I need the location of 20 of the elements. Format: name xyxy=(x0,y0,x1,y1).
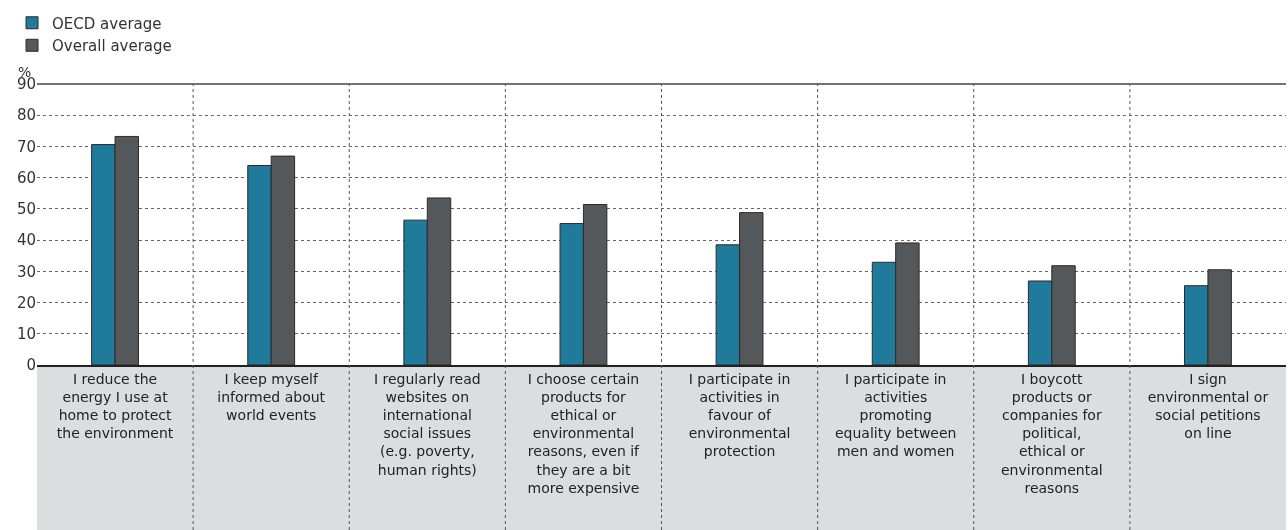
y-tick-label: 70 xyxy=(16,137,36,156)
x-tick-label: I choose certain products for ethical or environmental reasons, even if they are a bit more expensive xyxy=(527,370,641,496)
x-tick-label: I reduce the energy I use at home to protect the environment xyxy=(56,370,174,442)
y-tick-label: 10 xyxy=(16,325,36,344)
y-tick-label: 20 xyxy=(16,293,36,312)
x-tick-label: I regularly read websites on international social issues (e.g. poverty, human rights) xyxy=(373,370,481,478)
x-tick-label: I boycott products or companies for political, ethical or environmental reasons xyxy=(1000,370,1103,496)
y-tick-label: 30 xyxy=(16,262,36,281)
x-tick-label: I keep myself informed about world events xyxy=(217,370,326,423)
y-tick-label: 40 xyxy=(16,231,36,250)
y-axis-title: % xyxy=(18,64,32,80)
y-tick-label: 60 xyxy=(16,168,36,187)
x-tick-label: I sign environmental or social petitions on line xyxy=(1147,370,1269,442)
x-tick-label: I participate in activities promoting equality between men and women xyxy=(834,370,957,460)
legend-label: Overall average xyxy=(52,37,172,56)
y-tick-label: 80 xyxy=(16,106,36,125)
y-tick-label: 0 xyxy=(26,356,36,375)
x-tick-label: I participate in activities in favour of environmental protection xyxy=(688,370,791,460)
y-tick-label: 50 xyxy=(16,200,36,219)
legend-label: OECD average xyxy=(52,14,162,33)
